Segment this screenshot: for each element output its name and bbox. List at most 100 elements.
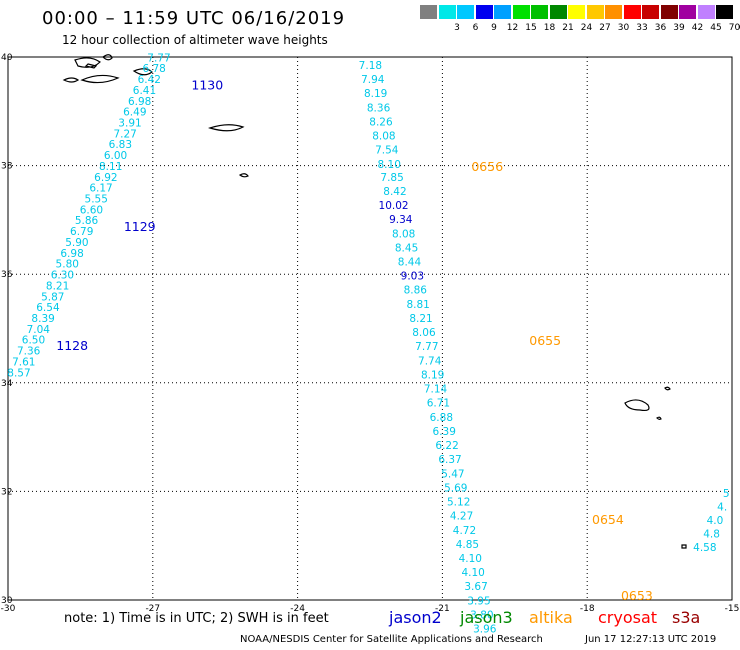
wave-height-label: 6.78: [142, 63, 165, 75]
legend-swatch: [660, 5, 678, 19]
island-outline: [80, 74, 120, 84]
legend-bin-label: 24: [580, 23, 593, 33]
legend-swatch: [568, 5, 585, 19]
longitude-tick-label: -24: [290, 604, 305, 614]
island-outline: [102, 54, 113, 61]
wave-height-label: 6.98: [128, 96, 151, 108]
wave-height-label: 8.21: [46, 280, 69, 292]
wave-height-label: 6.92: [94, 172, 117, 184]
legend-bin-label: 70: [728, 23, 740, 33]
legend-s3a: s3a: [672, 608, 701, 627]
wave-height-label: 5.55: [85, 194, 108, 206]
legend-unit-label: (ft): [731, 23, 740, 33]
legend-bin-label: 12: [506, 23, 519, 33]
generated-timestamp: Jun 17 12:27:13 UTC 2019: [585, 634, 717, 645]
wave-height-label: 6.83: [109, 139, 132, 151]
wave-height-label: 8.44: [398, 257, 422, 269]
legend-swatch: [605, 5, 622, 19]
wave-height-label: 5.69: [444, 482, 467, 494]
wave-height-label: 5.87: [41, 291, 64, 303]
wave-height-label: 5.12: [447, 497, 470, 509]
wave-height-label: 7.36: [17, 346, 41, 358]
longitude-tick-label: -15: [725, 604, 740, 614]
wave-height-label: 6.54: [36, 302, 60, 314]
legend-jason3: jason3: [460, 608, 513, 627]
legend-bin-label: 36: [654, 23, 667, 33]
wave-height-label: 8.36: [367, 102, 391, 114]
wave-height-label: 6.30: [51, 270, 74, 282]
wave-height-label: 5.90: [65, 237, 88, 249]
pass-time-label: 1128: [56, 338, 88, 353]
island-outline: [624, 399, 650, 412]
wave-height-label: 5.47: [441, 468, 464, 480]
legend-bin-label: 45: [710, 23, 722, 33]
wave-height-label: 7.14: [424, 384, 448, 396]
legend-bin-label: 33: [636, 23, 648, 33]
wave-height-label: 4.0: [707, 515, 724, 527]
latitude-tick-label: 32: [1, 487, 12, 497]
legend-swatch: [420, 5, 437, 19]
legend-swatch: [623, 5, 641, 19]
wave-height-label: 8.19: [421, 369, 444, 381]
latitude-tick-label: 38: [1, 162, 13, 172]
wave-height-label: 4.10: [461, 567, 484, 579]
wave-height-label: 5: [723, 488, 730, 500]
wave-height-label: 6.60: [80, 204, 103, 216]
credit-line: NOAA/NESDIS Center for Satellite Applica…: [240, 634, 543, 645]
wave-height-label: 9.34: [389, 214, 413, 226]
wave-height-label: 5.86: [75, 215, 99, 227]
wave-height-label: 4.27: [450, 511, 473, 523]
wave-height-label: 7.54: [375, 145, 399, 157]
legend-bin-label: 6: [472, 23, 479, 33]
wave-height-label: 4.10: [459, 553, 482, 565]
wave-height-label: 8.21: [409, 313, 432, 325]
legend-swatch: [494, 5, 511, 19]
pass-time-label: 1130: [191, 78, 223, 93]
wave-height-label: 6.42: [138, 74, 161, 86]
wave-height-label: 8.86: [404, 285, 428, 297]
legend-altika: altika: [529, 608, 573, 627]
legend-swatch: [642, 5, 659, 19]
wave-height-label: 3.96: [473, 624, 497, 636]
wave-height-label: 6.88: [430, 412, 453, 424]
longitude-tick-label: -27: [145, 604, 160, 614]
pass-time-label: 0653: [621, 588, 653, 603]
wave-height-label: 7.85: [380, 172, 403, 184]
legend-bin-label: 39: [673, 23, 685, 33]
map-title: 00:00 – 11:59 UTC 06/16/2019: [42, 8, 346, 29]
wave-height-label: 7.04: [27, 324, 51, 336]
legend-swatch: [457, 5, 474, 19]
wave-height-label: 3.91: [118, 118, 141, 130]
latitude-tick-label: 40: [1, 53, 13, 63]
wave-height-label: 7.77: [147, 52, 170, 64]
legend-swatch: [475, 5, 493, 19]
map-subtitle: 12 hour collection of altimeter wave hei…: [62, 33, 328, 47]
island-outline: [681, 544, 687, 549]
wave-height-label: 8.19: [364, 88, 387, 100]
wave-height-label: 8.10: [378, 159, 401, 171]
legend-swatch: [531, 5, 548, 19]
wave-height-label: 7.61: [12, 356, 35, 368]
wave-height-label: 7.74: [418, 355, 442, 367]
island-outline: [84, 63, 98, 69]
wave-height-label: 3.80: [470, 609, 493, 621]
wave-height-label: 8.08: [372, 131, 395, 143]
island-outline: [74, 57, 101, 68]
legend-swatch: [438, 5, 456, 19]
legend-bin-label: 18: [543, 23, 556, 33]
wave-height-label: 8.39: [31, 313, 54, 325]
wave-height-label: 8.57: [7, 367, 30, 379]
legend-bin-label: 42: [691, 23, 704, 33]
wave-height-label: 6.37: [438, 454, 461, 466]
wave-height-label: 4.72: [453, 525, 476, 537]
wave-height-label: 6.39: [433, 426, 456, 438]
island-outline: [664, 386, 671, 391]
wave-height-label: 8.06: [412, 327, 436, 339]
wave-height-label: 4.: [717, 501, 727, 513]
legend-swatch: [679, 5, 696, 19]
latitude-tick-label: 36: [1, 270, 13, 280]
island-outline: [656, 416, 662, 420]
pass-time-label: 0654: [592, 512, 624, 527]
island-outline: [208, 124, 245, 132]
